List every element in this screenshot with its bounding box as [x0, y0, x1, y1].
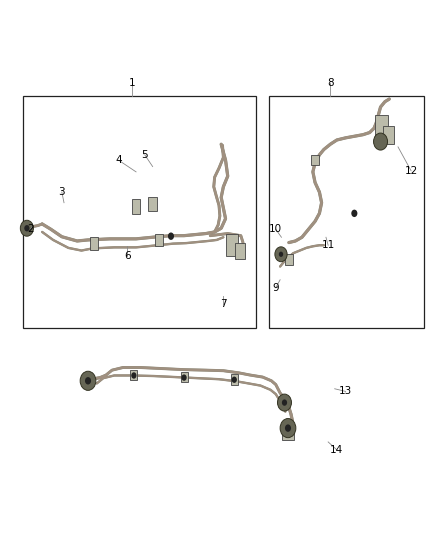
FancyBboxPatch shape — [311, 155, 319, 165]
Text: 14: 14 — [330, 445, 343, 455]
Text: 10: 10 — [269, 224, 283, 235]
FancyBboxPatch shape — [235, 243, 245, 259]
Circle shape — [24, 225, 29, 231]
FancyBboxPatch shape — [383, 126, 394, 144]
Circle shape — [282, 399, 287, 406]
Circle shape — [280, 418, 296, 438]
Circle shape — [131, 372, 137, 378]
FancyBboxPatch shape — [148, 197, 157, 211]
Text: 2: 2 — [27, 224, 34, 235]
FancyBboxPatch shape — [90, 237, 98, 250]
Circle shape — [232, 376, 237, 383]
Text: 1: 1 — [128, 78, 135, 88]
Bar — [269, 96, 424, 328]
Text: 12: 12 — [404, 166, 418, 176]
Circle shape — [80, 371, 96, 390]
Circle shape — [351, 209, 357, 217]
Text: 9: 9 — [272, 283, 279, 293]
Text: 7: 7 — [220, 298, 227, 309]
FancyBboxPatch shape — [375, 115, 389, 142]
Circle shape — [168, 232, 174, 240]
Bar — [22, 96, 256, 328]
Circle shape — [278, 394, 291, 411]
FancyBboxPatch shape — [231, 374, 238, 384]
FancyBboxPatch shape — [131, 369, 138, 380]
Circle shape — [85, 377, 91, 384]
Circle shape — [374, 133, 388, 150]
FancyBboxPatch shape — [282, 428, 294, 440]
Text: 6: 6 — [124, 251, 131, 261]
Text: 11: 11 — [321, 240, 335, 250]
Circle shape — [20, 220, 33, 236]
FancyBboxPatch shape — [155, 233, 163, 246]
Text: 8: 8 — [327, 78, 334, 88]
FancyBboxPatch shape — [285, 254, 293, 265]
Circle shape — [279, 252, 283, 257]
FancyBboxPatch shape — [226, 234, 238, 256]
Text: 3: 3 — [59, 187, 65, 197]
FancyBboxPatch shape — [132, 199, 141, 214]
Circle shape — [285, 424, 291, 432]
Text: 13: 13 — [339, 386, 352, 397]
Circle shape — [275, 247, 287, 262]
Circle shape — [181, 374, 187, 381]
FancyBboxPatch shape — [180, 372, 187, 382]
Text: 5: 5 — [141, 150, 148, 160]
Text: 4: 4 — [115, 155, 122, 165]
